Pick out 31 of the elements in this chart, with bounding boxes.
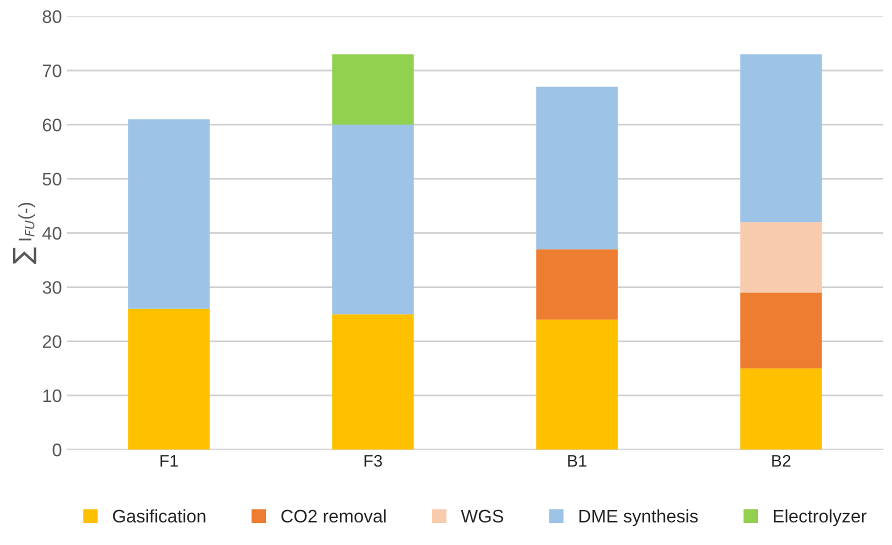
bar bbox=[332, 124, 414, 314]
x-tick-label: B2 bbox=[772, 454, 790, 467]
y-tick-label: 80 bbox=[42, 10, 62, 24]
y-axis-title: ∑ I$_{FU}$(-) bbox=[12, 202, 36, 264]
x-tick-label: F1 bbox=[160, 455, 178, 467]
legend-label: Gasification bbox=[113, 509, 206, 523]
bar bbox=[740, 368, 822, 450]
y-tick-label: 50 bbox=[42, 172, 62, 186]
x-tick-label: F3 bbox=[364, 454, 382, 467]
y-tick-label: 20 bbox=[42, 335, 62, 348]
legend-label: CO2 removal bbox=[281, 509, 386, 523]
bar bbox=[332, 314, 414, 450]
bar bbox=[128, 308, 210, 450]
bar bbox=[332, 54, 414, 125]
y-tick-label: 40 bbox=[42, 226, 62, 240]
bar bbox=[536, 320, 618, 450]
legend-label: Electrolyzer bbox=[774, 509, 866, 526]
bar bbox=[740, 222, 822, 293]
bar bbox=[536, 86, 618, 250]
bar bbox=[740, 292, 822, 368]
y-tick-label: 0 bbox=[52, 444, 62, 456]
y-tick-label: 70 bbox=[42, 64, 62, 78]
y-tick-label: 10 bbox=[43, 389, 62, 402]
y-tick-label: 30 bbox=[42, 281, 62, 294]
y-tick-label: 60 bbox=[42, 118, 62, 132]
legend-label: DME synthesis bbox=[579, 509, 698, 526]
bar bbox=[128, 119, 210, 309]
x-tick-label: B1 bbox=[568, 455, 586, 467]
legend-label: WGS bbox=[460, 510, 504, 523]
bar bbox=[536, 249, 618, 320]
bar bbox=[740, 54, 822, 222]
